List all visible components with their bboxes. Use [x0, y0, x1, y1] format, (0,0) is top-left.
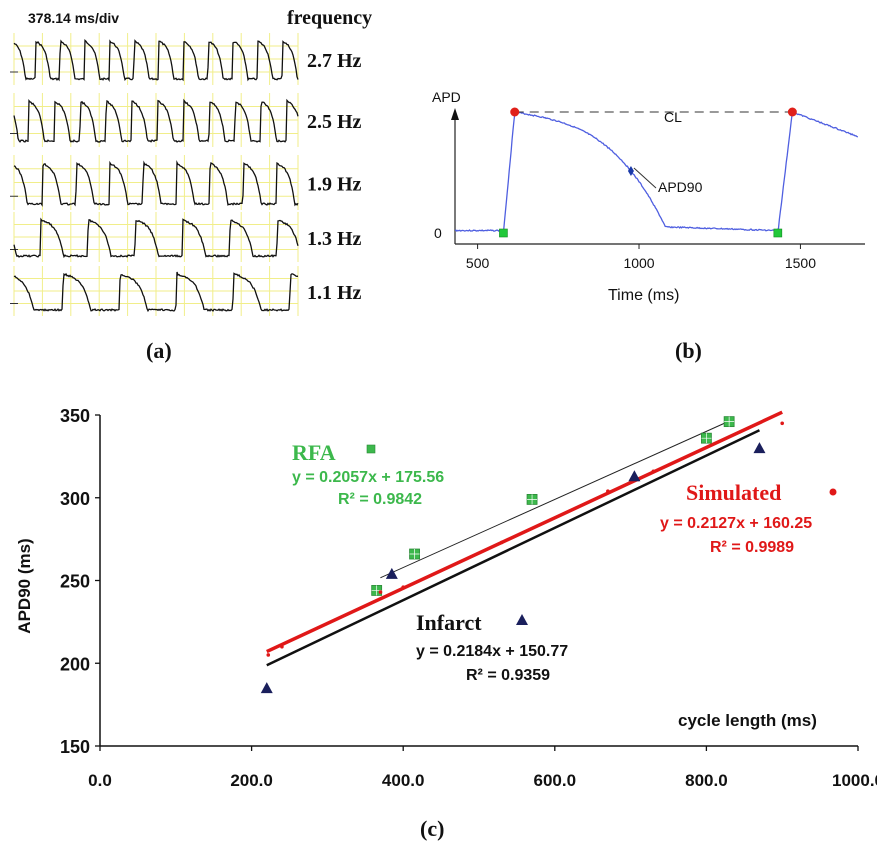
- time-scale-label: 378.14 ms/div: [28, 10, 119, 26]
- trace-grid: [10, 93, 299, 147]
- panel-b-xlabel: Time (ms): [608, 287, 679, 304]
- trace-row: 1.9 Hz: [10, 155, 362, 210]
- apd-trace: [454, 111, 859, 234]
- x-tick-label: 400.0: [382, 771, 425, 790]
- simulated-equation: y = 0.2127x + 160.25: [660, 515, 812, 532]
- x-tick-label: 200.0: [230, 771, 273, 790]
- trace-grid: [10, 155, 299, 210]
- simulated-point: [280, 644, 284, 649]
- rfa-point-hatch: [527, 494, 538, 505]
- simulated-point: [651, 469, 656, 474]
- rfa-point-hatch: [701, 433, 712, 444]
- peak-marker: [510, 107, 520, 117]
- y-tick-label: 200: [60, 654, 90, 674]
- simulated-r2: R² = 0.9989: [710, 539, 794, 556]
- trace-grid: [10, 212, 299, 262]
- data-points: [260, 416, 784, 694]
- action-potential-trace: [13, 38, 299, 83]
- infarct-r2: R² = 0.9359: [466, 667, 550, 684]
- y-tick-label: 350: [60, 406, 90, 426]
- frequency-label: 1.1 Hz: [307, 282, 362, 304]
- legend-simulated-name: Simulated: [686, 480, 781, 505]
- trace-grid: [10, 33, 299, 85]
- y-tick-label: 250: [60, 572, 90, 592]
- legend-rfa-name: RFA: [292, 440, 336, 465]
- y-tick-label: 300: [60, 489, 90, 509]
- infarct-point: [260, 682, 273, 694]
- trace-stack: 2.7 Hz 2.5 Hz 1.9 Hz 1.3 Hz 1.1 Hz: [10, 33, 362, 316]
- infarct-point: [628, 470, 641, 482]
- legend-infarct-name: Infarct: [416, 610, 482, 635]
- caption-b: (b): [675, 338, 702, 363]
- panel-b-x-tick-label: 1000: [623, 255, 654, 271]
- caption-a: (a): [146, 338, 172, 363]
- baseline-marker: [499, 228, 508, 238]
- frequency-label: 1.3 Hz: [307, 228, 362, 250]
- infarct-point: [753, 442, 766, 454]
- rfa-r2: R² = 0.9842: [338, 491, 422, 508]
- rfa-point-hatch: [724, 416, 735, 427]
- trace-row: 2.7 Hz: [10, 33, 362, 85]
- panel-b-plot: [454, 107, 859, 238]
- trace-row: 1.1 Hz: [10, 266, 362, 316]
- cycle-length-label: CL: [664, 109, 682, 125]
- x-tick-label: 600.0: [534, 771, 577, 790]
- legend-infarct-marker: [516, 614, 528, 625]
- panel-b-x-tick-label: 1500: [785, 255, 816, 271]
- infarct-point: [385, 567, 398, 579]
- infarct-equation: y = 0.2184x + 150.77: [416, 643, 568, 660]
- action-potential-trace: [13, 217, 299, 259]
- action-potential-trace: [13, 98, 299, 143]
- trace-row: 1.3 Hz: [10, 212, 362, 262]
- y-tick-label: 150: [60, 737, 90, 757]
- legend-rfa-marker: [366, 444, 376, 454]
- simulated-point: [378, 590, 383, 594]
- panel-c: 0.0 200.0 400.0 600.0 800.0 1000.0 150 200 250 30…: [15, 406, 877, 841]
- action-potential-trace: [13, 271, 299, 313]
- frequency-label: 2.5 Hz: [307, 111, 362, 133]
- apd90-label: APD90: [658, 179, 703, 195]
- simulated-point: [401, 585, 406, 589]
- action-potential-trace: [13, 159, 299, 207]
- caption-c: (c): [420, 816, 444, 841]
- panel-b-x-ticks: 500 1000 1500: [466, 244, 816, 271]
- legend-simulated-marker: [829, 488, 837, 496]
- peak-marker: [787, 107, 797, 117]
- panel-c-xlabel: cycle length (ms): [678, 711, 817, 730]
- apd90-marker: [627, 166, 634, 177]
- panel-b: APD 0 500 1000 1500 Time (ms) CL APD90 (b): [432, 89, 865, 363]
- panel-c-ticks: 0.0 200.0 400.0 600.0 800.0 1000.0 150 200 250 30…: [60, 406, 877, 790]
- simulated-point: [780, 421, 784, 426]
- frequency-header: frequency: [287, 7, 372, 29]
- simulated-point: [606, 489, 610, 493]
- frequency-label: 1.9 Hz: [307, 174, 362, 196]
- rfa-point-hatch: [409, 549, 420, 560]
- fit-line-rfa: [380, 420, 730, 579]
- rfa-equation: y = 0.2057x + 175.56: [292, 469, 444, 486]
- fit-lines: [266, 410, 783, 667]
- trace-grid: [10, 266, 299, 316]
- fit-line-infarct: [266, 429, 760, 667]
- frequency-label: 2.7 Hz: [307, 50, 362, 72]
- apd90-pointer: [633, 167, 657, 189]
- x-tick-label: 0.0: [88, 771, 112, 790]
- x-tick-label: 1000.0: [832, 771, 877, 790]
- panel-b-ytick-0: 0: [434, 225, 442, 241]
- baseline-marker: [773, 228, 783, 238]
- simulated-point: [499, 540, 504, 545]
- panel-a: 378.14 ms/div frequency 2.7 Hz 2.5 Hz 1.9 …: [10, 7, 372, 363]
- x-tick-label: 800.0: [685, 771, 728, 790]
- trace-row: 2.5 Hz: [10, 93, 362, 147]
- y-axis-arrow-icon: [451, 108, 459, 120]
- fit-line-simulated: [266, 410, 783, 654]
- panel-c-ylabel: APD90 (ms): [15, 538, 34, 633]
- panel-b-x-tick-label: 500: [466, 255, 490, 271]
- simulated-point: [266, 653, 271, 657]
- panel-b-ylabel: APD: [432, 89, 461, 105]
